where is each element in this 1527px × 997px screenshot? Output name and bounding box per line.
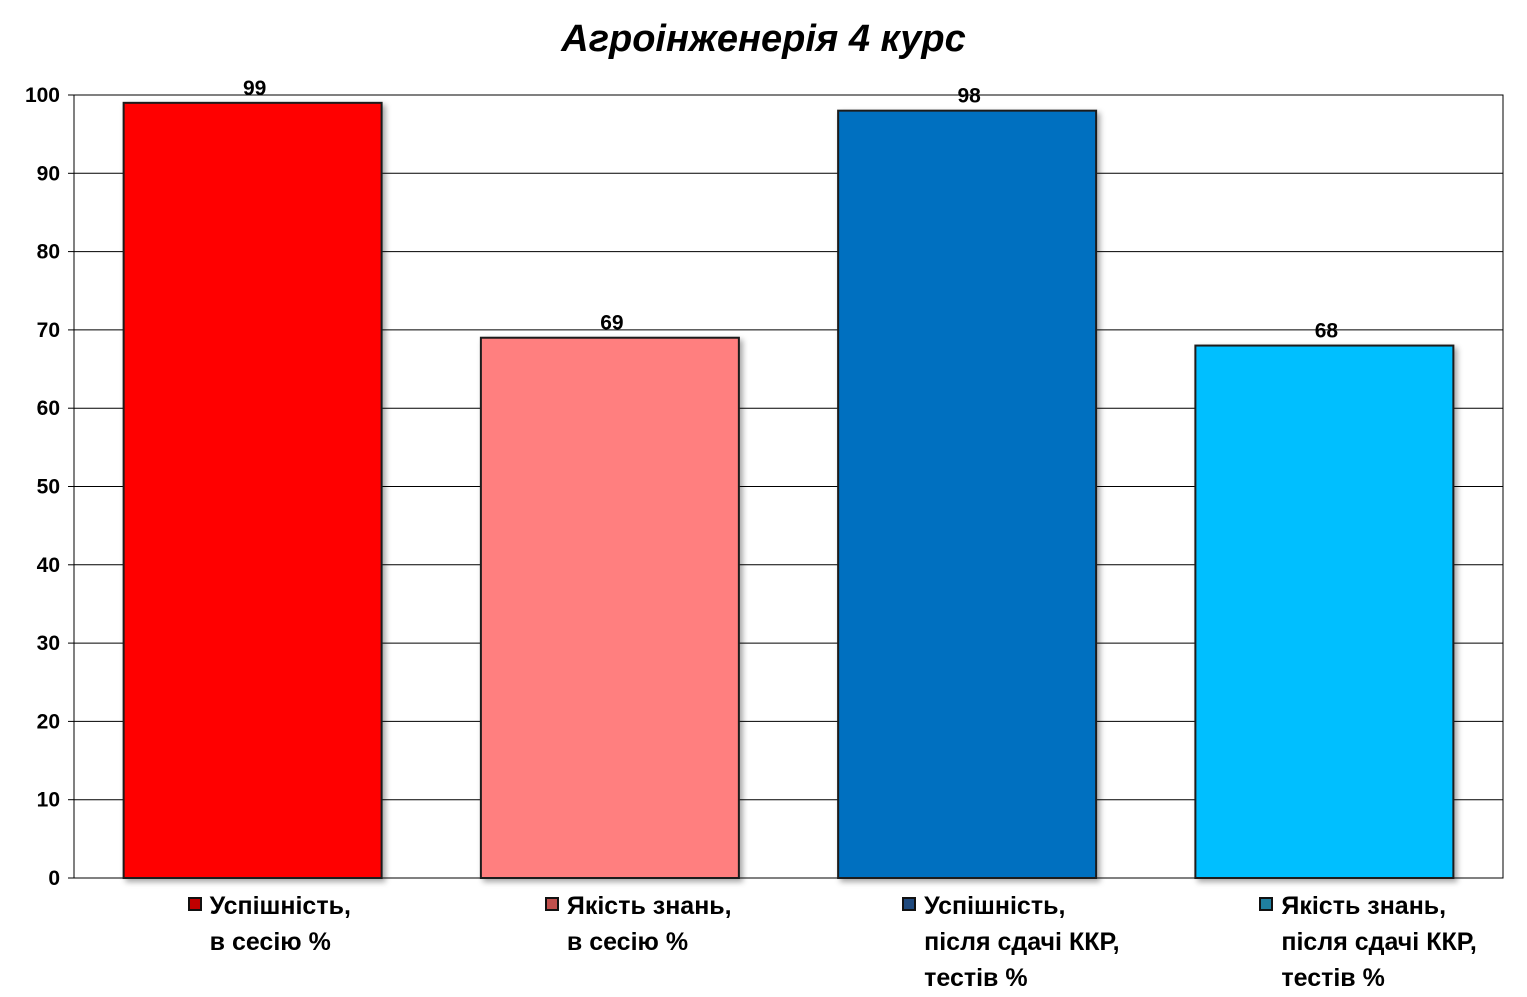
legend-item: Якість знань, в сесію % bbox=[544, 888, 732, 960]
bar-1 bbox=[122, 101, 383, 879]
y-tick-label: 0 bbox=[48, 867, 60, 890]
data-label: 68 bbox=[1315, 320, 1339, 343]
legend-label: Якість знань, в сесію % bbox=[566, 892, 732, 956]
legend-swatch bbox=[544, 897, 559, 911]
legend-item: Якість знань, після сдачі ККР, тестів % bbox=[1259, 888, 1477, 996]
legend-label: Успішність, після сдачі ККР, тестів % bbox=[924, 892, 1120, 992]
y-tick-label: 40 bbox=[37, 554, 60, 577]
legend-label: Якість знань, після сдачі ККР, тестів % bbox=[1281, 892, 1477, 992]
data-label: 69 bbox=[600, 312, 623, 335]
y-tick-label: 100 bbox=[25, 84, 60, 107]
legend-label: Успішність, в сесію % bbox=[209, 892, 351, 956]
y-tick-label: 20 bbox=[37, 710, 60, 733]
legend-swatch bbox=[1259, 897, 1274, 911]
data-label: 98 bbox=[957, 85, 981, 108]
y-tick-label: 60 bbox=[37, 397, 60, 420]
chart-legend: Успішність, в сесію % Якість знань, в сес… bbox=[0, 888, 1527, 997]
y-tick-label: 70 bbox=[37, 319, 60, 342]
data-label: 99 bbox=[243, 77, 266, 100]
legend-swatch bbox=[902, 897, 917, 911]
legend-item: Успішність, після сдачі ККР, тестів % bbox=[902, 888, 1120, 996]
bar-3 bbox=[837, 109, 1098, 880]
legend-swatch bbox=[187, 897, 202, 911]
legend-item: Успішність, в сесію % bbox=[187, 888, 351, 960]
y-tick-label: 80 bbox=[37, 241, 60, 264]
bar-2 bbox=[479, 336, 740, 880]
bar-4 bbox=[1194, 344, 1455, 879]
chart-title: Агроінженерія 4 курс bbox=[561, 18, 966, 60]
y-tick-label: 10 bbox=[37, 789, 60, 812]
y-tick-label: 50 bbox=[37, 476, 60, 499]
y-tick-label: 30 bbox=[37, 632, 60, 655]
y-tick-label: 90 bbox=[37, 162, 60, 185]
